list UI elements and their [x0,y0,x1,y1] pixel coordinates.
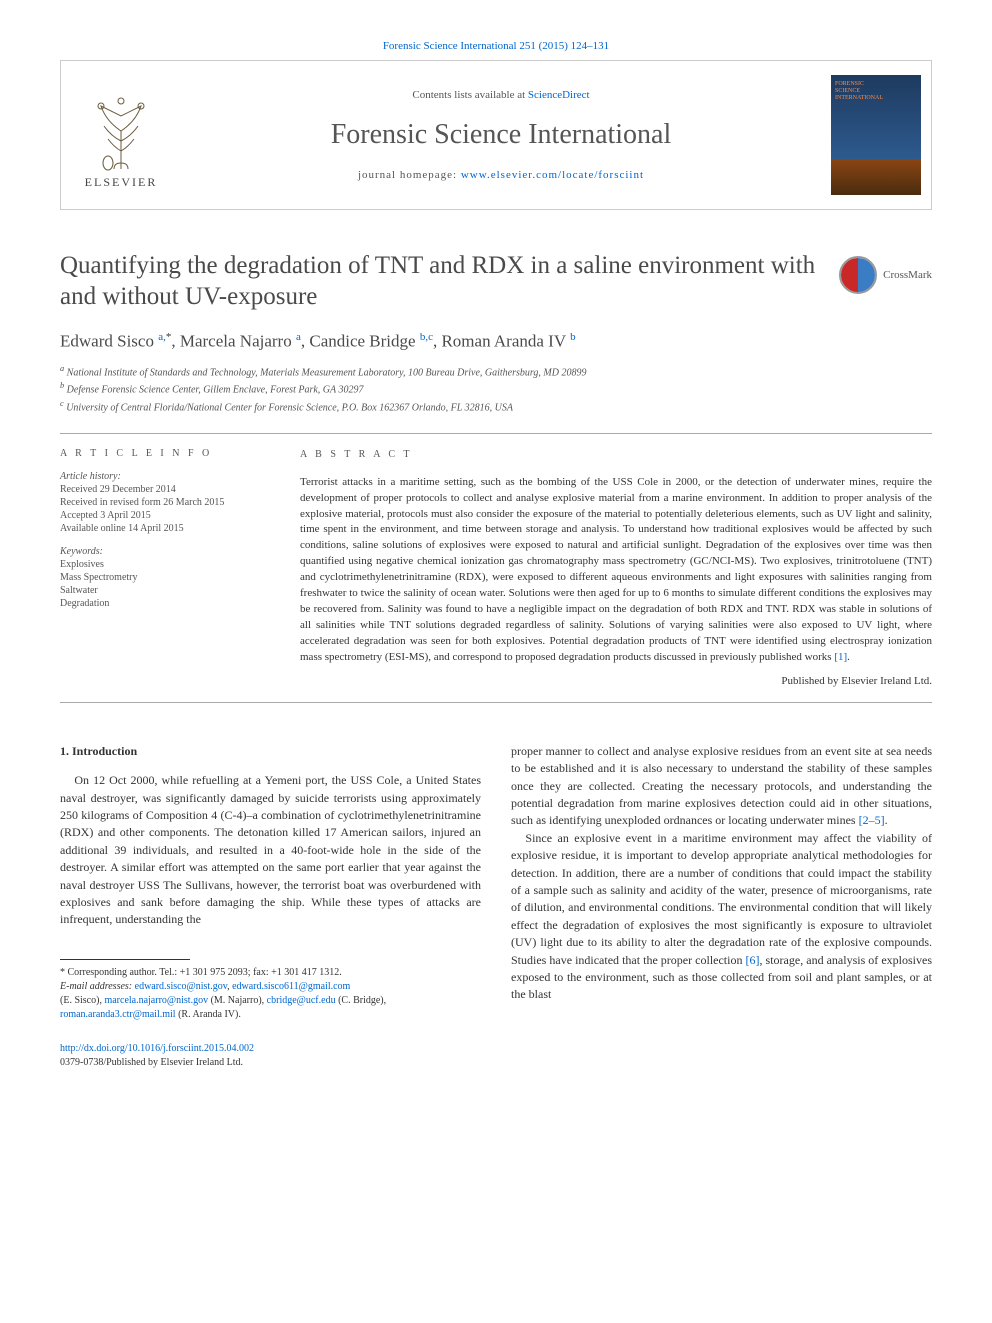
sciencedirect-link[interactable]: ScienceDirect [528,89,590,101]
title-row: Quantifying the degradation of TNT and R… [60,250,932,313]
history-label: Article history: [60,471,270,482]
ref-link[interactable]: [6] [746,953,760,967]
article-info-heading: A R T I C L E I N F O [60,448,270,459]
affiliation: a National Institute of Standards and Te… [60,363,932,380]
abstract-body: Terrorist attacks in a maritime setting,… [300,476,932,663]
info-abstract-row: A R T I C L E I N F O Article history: R… [60,448,932,690]
column-right: proper manner to collect and analyse exp… [511,743,932,1070]
abstract-text: Terrorist attacks in a maritime setting,… [300,475,932,666]
header-center: Contents lists available at ScienceDirec… [181,89,821,181]
cover-line: SCIENCE [835,88,917,95]
divider [60,702,932,703]
divider [60,433,932,434]
keyword: Saltwater [60,585,270,596]
footnotes: * Corresponding author. Tel.: +1 301 975… [60,966,481,1022]
journal-homepage-line: journal homepage: www.elsevier.com/locat… [181,169,821,181]
cover-line: INTERNATIONAL [835,95,917,102]
elsevier-logo: ELSEVIER [71,65,171,205]
issn-line: 0379-0738/Published by Elsevier Ireland … [60,1056,481,1070]
elsevier-label: ELSEVIER [85,175,158,190]
paragraph: proper manner to collect and analyse exp… [511,743,932,830]
abstract-heading: A B S T R A C T [300,448,932,463]
history-line: Available online 14 April 2015 [60,523,270,534]
keywords-label: Keywords: [60,546,270,557]
email-link[interactable]: cbridge@ucf.edu [267,995,336,1006]
email-link[interactable]: marcela.najarro@nist.gov [104,995,208,1006]
section-heading: 1. Introduction [60,743,481,760]
journal-name: Forensic Science International [181,119,821,151]
crossmark-label: CrossMark [883,269,932,281]
email-line-2: (E. Sisco), marcela.najarro@nist.gov (M.… [60,994,481,1008]
history-line: Received in revised form 26 March 2015 [60,497,270,508]
corresponding-author: * Corresponding author. Tel.: +1 301 975… [60,966,481,980]
emails-label: E-mail addresses: [60,981,135,992]
contents-line: Contents lists available at ScienceDirec… [181,89,821,101]
doi-link[interactable]: http://dx.doi.org/10.1016/j.forsciint.20… [60,1043,254,1054]
footnote-separator [60,959,190,960]
cover-line: FORENSIC [835,81,917,88]
paragraph-text: Since an explosive event in a maritime e… [511,831,932,967]
email-link[interactable]: edward.sisco611@gmail.com [232,981,350,992]
journal-cover-thumbnail: FORENSIC SCIENCE INTERNATIONAL [831,75,921,195]
keyword: Explosives [60,559,270,570]
crossmark-badge[interactable]: CrossMark [839,256,932,294]
article-info: A R T I C L E I N F O Article history: R… [60,448,270,690]
journal-issue-link[interactable]: Forensic Science International 251 (2015… [60,40,932,52]
affiliation: c University of Central Florida/National… [60,398,932,415]
homepage-prefix: journal homepage: [358,169,461,181]
email-line-3: roman.aranda3.ctr@mail.mil (R. Aranda IV… [60,1008,481,1022]
ref-link[interactable]: [2–5] [859,813,885,827]
column-left: 1. Introduction On 12 Oct 2000, while re… [60,743,481,1070]
email-link[interactable]: roman.aranda3.ctr@mail.mil [60,1009,176,1020]
paragraph: On 12 Oct 2000, while refuelling at a Ye… [60,772,481,929]
keyword: Mass Spectrometry [60,572,270,583]
keyword: Degradation [60,598,270,609]
elsevier-tree-icon [86,81,156,171]
history-line: Accepted 3 April 2015 [60,510,270,521]
published-by: Published by Elsevier Ireland Ltd. [300,674,932,690]
article-title: Quantifying the degradation of TNT and R… [60,250,819,313]
author-list: Edward Sisco a,*, Marcela Najarro a, Can… [60,331,932,352]
affiliation: b Defense Forensic Science Center, Gille… [60,380,932,397]
ref-link[interactable]: [1] [834,651,847,663]
history-line: Received 29 December 2014 [60,484,270,495]
email-link[interactable]: edward.sisco@nist.gov [135,981,227,992]
contents-prefix: Contents lists available at [412,89,527,101]
affiliations: a National Institute of Standards and Te… [60,363,932,415]
email-prefix: (E. Sisco), [60,995,104,1006]
abstract: A B S T R A C T Terrorist attacks in a m… [300,448,932,690]
body-columns: 1. Introduction On 12 Oct 2000, while re… [60,743,932,1070]
paragraph: Since an explosive event in a maritime e… [511,830,932,1004]
bottom-info: http://dx.doi.org/10.1016/j.forsciint.20… [60,1042,481,1070]
crossmark-icon [839,256,877,294]
email-addresses: E-mail addresses: edward.sisco@nist.gov,… [60,980,481,994]
journal-header: ELSEVIER Contents lists available at Sci… [60,60,932,210]
homepage-link[interactable]: www.elsevier.com/locate/forsciint [461,169,644,181]
